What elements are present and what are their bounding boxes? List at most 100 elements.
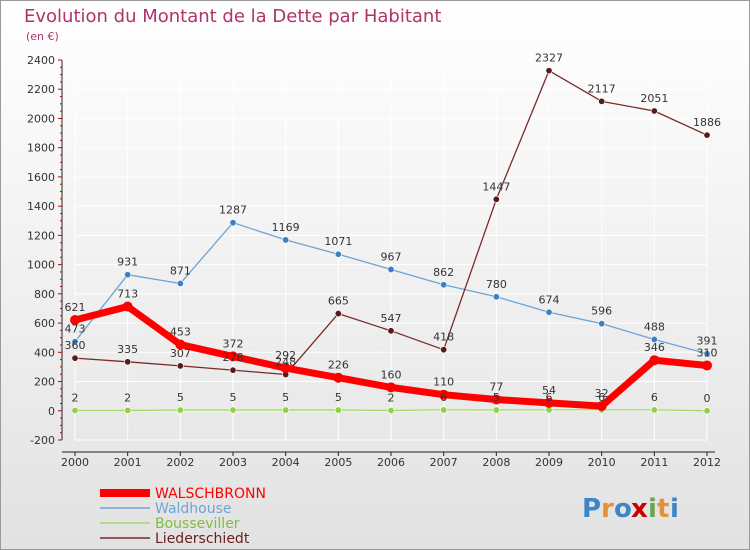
data-point [491,394,502,405]
y-tick-label: 2200 [27,83,55,96]
data-point [650,107,658,115]
data-label: 32 [595,387,609,400]
data-point [71,354,79,362]
logo-letter: i [648,494,657,524]
data-point [229,366,237,374]
data-label: 2 [388,391,395,404]
data-point [71,338,79,346]
y-tick-label: 1600 [27,171,55,184]
data-label: 360 [65,339,86,352]
y-tick-label: 1200 [27,229,55,242]
data-label: 1886 [693,116,721,129]
data-point [492,406,500,414]
data-label: 335 [117,343,138,356]
x-tick-label: 2008 [482,456,510,469]
data-point [703,407,711,415]
data-point [122,301,133,312]
data-label: 346 [644,341,665,354]
logo-letter: o [614,494,632,524]
data-label: 1447 [482,180,510,193]
data-point [440,406,448,414]
data-point [598,97,606,105]
y-tick-label: 2400 [27,54,55,67]
y-tick-label: 1000 [27,259,55,272]
data-label: 278 [223,351,244,364]
data-point [124,406,132,414]
logo-letter: P [582,494,601,524]
data-label: 547 [381,312,402,325]
data-label: 1169 [272,221,300,234]
data-label: 871 [170,264,191,277]
data-label: 2327 [535,52,563,65]
data-label: 967 [381,250,402,263]
data-point [440,346,448,354]
data-label: 1071 [324,235,352,248]
data-point [650,406,658,414]
data-label: 5 [230,391,237,404]
data-point [596,401,607,412]
data-label: 713 [117,288,138,301]
series-lines [70,67,712,415]
data-point [282,236,290,244]
data-point [334,250,342,258]
data-point [703,350,711,358]
grid-lines [74,59,708,441]
data-point [334,406,342,414]
data-label: 6 [546,391,553,404]
data-label: 310 [697,346,718,359]
data-point [175,339,186,350]
data-label: 5 [335,391,342,404]
y-tick-label: 200 [34,376,55,389]
logo-letter: i [670,494,679,524]
data-label: 862 [433,266,454,279]
data-point [387,327,395,335]
x-tick-label: 2010 [588,456,616,469]
data-label: 674 [539,293,560,306]
proxiti-logo: P r o x i t i [582,494,679,524]
data-label: 54 [542,384,556,397]
data-label: 418 [433,331,454,344]
data-label: 1287 [219,204,247,217]
data-point [124,271,132,279]
data-point [176,406,184,414]
data-point [438,389,449,400]
logo-letter: t [657,494,669,524]
data-point [176,362,184,370]
data-label: 780 [486,278,507,291]
legend-label: Liederschiedt [155,531,250,547]
y-tick-label: 1800 [27,142,55,155]
data-label: 5 [177,391,184,404]
data-label: 391 [697,335,718,348]
data-label: 292 [275,349,296,362]
data-point [544,397,554,408]
data-point [492,195,500,203]
data-label: 6 [598,391,605,404]
data-label: 307 [170,347,191,360]
data-point [334,310,342,318]
x-tick-label: 2000 [61,456,89,469]
data-point [229,219,237,227]
data-point [124,358,132,366]
legend: WALSCHBRONNWaldhouseBoussevillerLiedersc… [100,486,266,547]
y-tick-label: 400 [34,346,55,359]
x-tick-label: 2004 [272,456,300,469]
data-label: 2051 [640,92,668,105]
data-label: 2 [124,391,131,404]
data-point [545,67,553,75]
data-label: 5 [493,391,500,404]
data-point [282,406,290,414]
data-label: 488 [644,320,665,333]
data-point [702,360,712,371]
data-label: 665 [328,295,349,308]
data-label: 6 [651,391,658,404]
data-point [228,351,238,362]
data-point [440,281,448,289]
legend-label: Waldhouse [155,501,232,517]
x-tick-label: 2003 [219,456,247,469]
data-label: 453 [170,326,191,339]
x-tick-label: 2012 [693,456,721,469]
data-point [492,293,500,301]
